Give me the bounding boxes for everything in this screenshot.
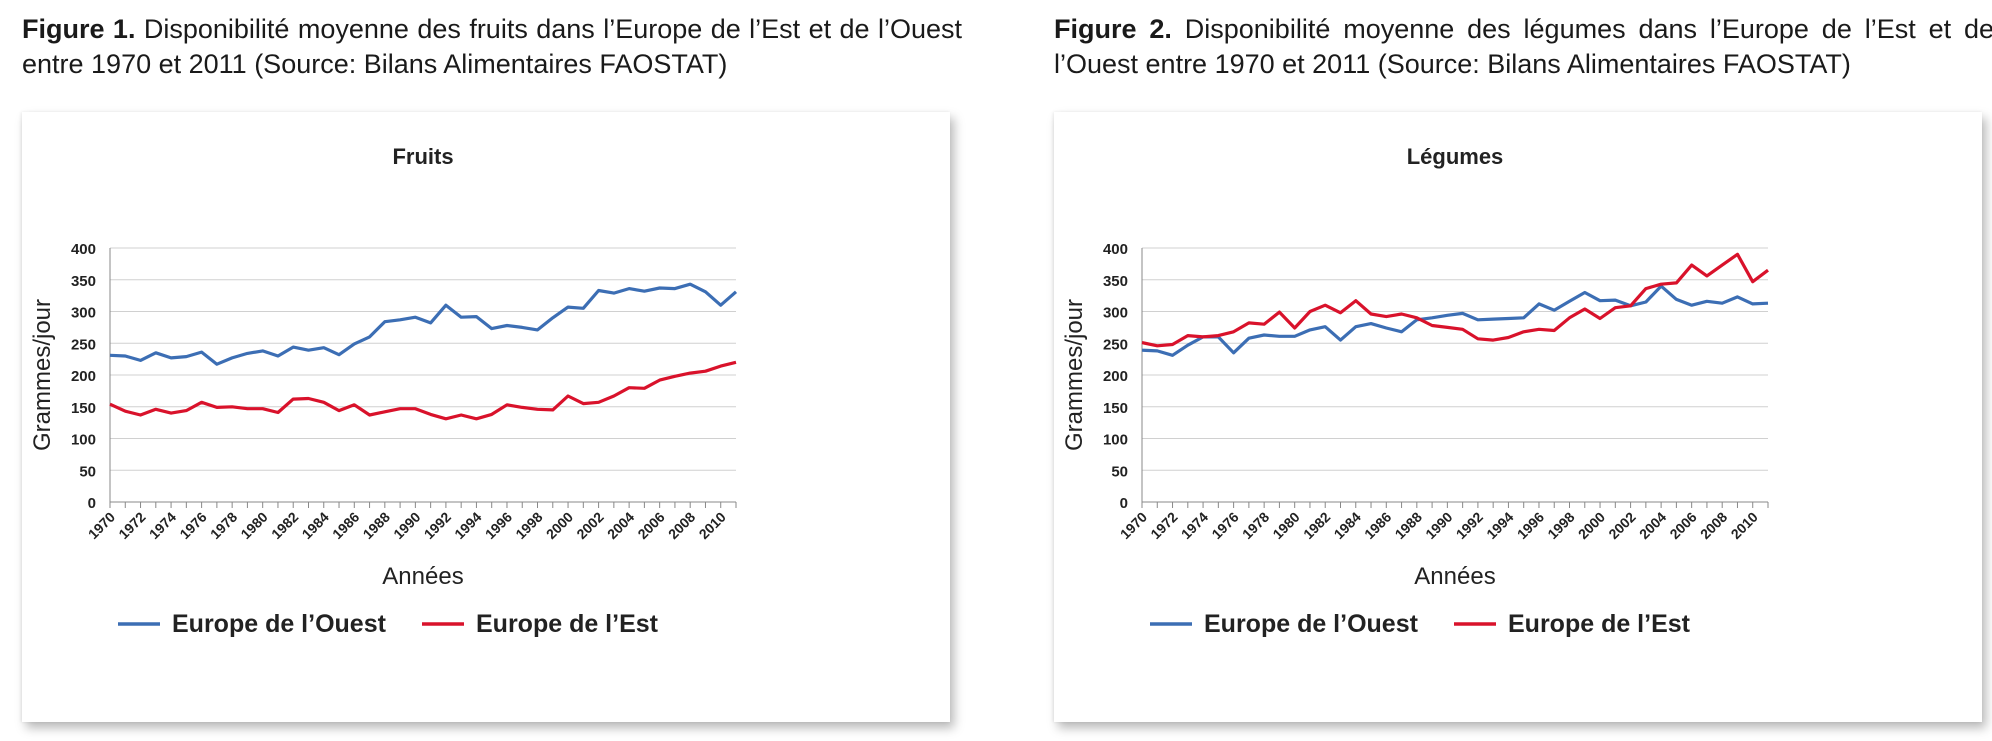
y-tick-label: 150: [71, 400, 96, 417]
y-tick-label: 300: [1103, 305, 1128, 322]
y-tick-label: 100: [1103, 432, 1128, 449]
figure-2: Figure 2. Disponibilité moyenne des légu…: [1054, 0, 1992, 722]
legend-label: Europe de l’Ouest: [1204, 610, 1419, 638]
chart-frame: Fruits 0 50 100 150 200 250 300 350 400 1970 1972 19…: [22, 112, 950, 722]
x-tick-label: 1994: [1483, 509, 1516, 542]
x-tick-label: 1976: [1208, 509, 1241, 542]
x-tick-label: 2010: [696, 509, 729, 542]
y-tick-label: 350: [1103, 273, 1128, 290]
x-tick-label: 1978: [207, 509, 240, 542]
x-tick-label: 2006: [1666, 509, 1699, 542]
x-tick-label: 1998: [1544, 509, 1577, 542]
figure-caption: Figure 1. Disponibilité moyenne des frui…: [22, 12, 962, 82]
fruits-line-chart: Fruits0501001502002503003504001970197219…: [29, 144, 738, 638]
figure-1: Figure 1. Disponibilité moyenne des frui…: [22, 0, 962, 722]
y-tick-label: 400: [71, 241, 96, 258]
x-axis-label: Années: [1414, 563, 1495, 590]
y-axis-label: Grammes/jour: [29, 299, 56, 451]
x-tick-label: 2008: [665, 509, 698, 542]
series-line-ouest: [1141, 284, 1769, 357]
x-tick-label: 1990: [1422, 509, 1455, 542]
series-line-est: [109, 360, 737, 421]
y-tick-label: 200: [1103, 368, 1128, 385]
x-tick-label: 1978: [1239, 509, 1272, 542]
y-axis-label: Grammes/jour: [1061, 299, 1088, 451]
plot-area: 0 50 100 150 200 250 300 350 400 1970197219741976…: [1061, 241, 1769, 590]
legend-label: Europe de l’Ouest: [172, 610, 387, 638]
x-tick-label: 1972: [1147, 509, 1180, 542]
series-line-ouest: [109, 282, 738, 366]
figure-caption-text: Disponibilité moyenne des fruits dans l’…: [22, 14, 962, 79]
y-tick-label: 300: [71, 305, 96, 322]
x-tick-label: 2000: [543, 509, 576, 542]
figure-caption-text: Disponibilité moyenne des légumes dans l…: [1054, 14, 1992, 79]
y-tick-label: 50: [79, 463, 96, 480]
x-tick-label: 2010: [1728, 509, 1761, 542]
x-tick-label: 1990: [390, 509, 423, 542]
y-tick-label: 250: [71, 336, 96, 353]
x-tick-label: 1986: [1361, 509, 1394, 542]
y-tick-label: 250: [1103, 336, 1128, 353]
x-tick-label: 1992: [421, 509, 454, 542]
x-tick-label: 2000: [1575, 509, 1608, 542]
x-tick-label: 1972: [115, 509, 148, 542]
x-tick-label: 2002: [1605, 509, 1638, 542]
x-tick-label: 1976: [176, 509, 209, 542]
y-tick-label: 0: [1120, 495, 1128, 512]
y-tick-label: 200: [71, 368, 96, 385]
x-tick-label: 1974: [146, 509, 179, 542]
x-tick-label: 1994: [451, 509, 484, 542]
x-tick-label: 2004: [604, 509, 637, 542]
x-tick-label: 1996: [482, 509, 515, 542]
x-tick-label: 2004: [1636, 509, 1669, 542]
y-tick-label: 150: [1103, 400, 1128, 417]
x-tick-label: 1984: [299, 509, 332, 542]
x-tick-label: 2008: [1697, 509, 1730, 542]
x-tick-label: 1986: [329, 509, 362, 542]
chart-frame: Légumes 0 50 100 150 200 250 300 350 400 1970 1972 1…: [1054, 112, 1982, 722]
x-tick-label: 1982: [1300, 509, 1333, 542]
x-tick-label: 1998: [512, 509, 545, 542]
x-tick-label: 2006: [634, 509, 667, 542]
y-tick-label: 50: [1111, 463, 1128, 480]
series-line-est: [1141, 252, 1769, 348]
x-tick-label: 1984: [1331, 509, 1364, 542]
x-axis-label: Années: [382, 563, 463, 590]
x-tick-label: 2002: [573, 509, 606, 542]
x-tick-label: 1982: [268, 509, 301, 542]
figure-caption: Figure 2. Disponibilité moyenne des légu…: [1054, 12, 1992, 82]
x-tick-label: 1970: [1117, 509, 1150, 542]
x-tick-label: 1970: [85, 509, 118, 542]
y-tick-label: 400: [1103, 241, 1128, 258]
legumes-line-chart: Légumes050100150200250300350400197019721…: [1061, 144, 1769, 638]
figure-label: Figure 2.: [1054, 14, 1172, 44]
x-tick-label: 1992: [1453, 509, 1486, 542]
legend-label: Europe de l’Est: [1508, 610, 1691, 638]
legend-label: Europe de l’Est: [476, 610, 659, 638]
y-tick-label: 350: [71, 273, 96, 290]
x-tick-label: 1988: [360, 509, 393, 542]
x-tick-label: 1980: [1269, 509, 1302, 542]
x-tick-label: 1996: [1514, 509, 1547, 542]
x-tick-label: 1980: [237, 509, 270, 542]
plot-area: 0 50 100 150 200 250 300 350 400 1970197219741976…: [29, 241, 738, 590]
chart-title: Fruits: [392, 144, 453, 169]
chart-title: Légumes: [1407, 144, 1504, 169]
x-tick-label: 1974: [1178, 509, 1211, 542]
figure-label: Figure 1.: [22, 14, 136, 44]
y-tick-label: 100: [71, 432, 96, 449]
x-tick-label: 1988: [1392, 509, 1425, 542]
y-tick-label: 0: [88, 495, 96, 512]
